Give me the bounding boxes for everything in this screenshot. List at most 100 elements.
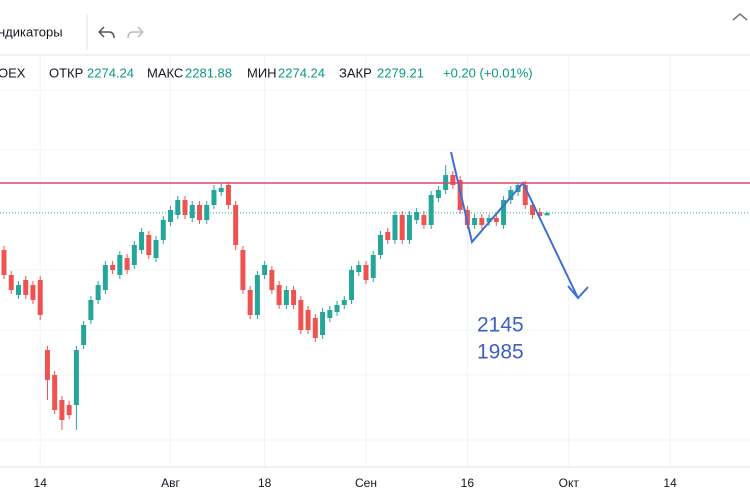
candle-body — [312, 318, 318, 338]
candle-body — [175, 200, 181, 215]
candle-body — [247, 290, 253, 315]
candle-body — [139, 232, 145, 250]
drawing — [450, 151, 589, 300]
candle-body — [15, 285, 21, 295]
candle-body — [363, 265, 369, 280]
ohlc-value: 2279.21 — [377, 65, 424, 80]
collapse-button[interactable] — [732, 13, 748, 21]
candle-body — [110, 265, 116, 270]
candle-body — [269, 270, 275, 290]
forecast-arrow — [450, 151, 579, 299]
ohlc-label: МИН — [247, 65, 277, 80]
ohlc-value: 2274.24 — [87, 65, 134, 80]
candle-body — [493, 218, 499, 222]
candle-body — [276, 285, 282, 305]
candle-body — [23, 280, 29, 295]
candle-body — [262, 265, 268, 275]
candle-body — [8, 275, 14, 290]
candle-body — [508, 190, 514, 200]
indicators-button[interactable]: ндикаторы — [0, 24, 63, 39]
candle-body — [414, 212, 420, 220]
x-tick-label: Авг — [161, 476, 180, 490]
candle-body — [406, 215, 412, 240]
candle-body — [1, 250, 7, 275]
candle-body — [254, 275, 260, 315]
ohlc-value: 2274.24 — [278, 65, 325, 80]
symbol: OEX — [0, 65, 26, 80]
annotation: 2145 — [477, 314, 524, 337]
candle-body — [211, 190, 217, 205]
candle-body — [349, 270, 355, 300]
candle-body — [428, 195, 434, 225]
ohlc-label: МАКС — [147, 65, 183, 80]
candle-body — [218, 188, 224, 192]
candle-body — [501, 200, 507, 225]
candle-body — [370, 255, 376, 278]
candle-body — [479, 218, 485, 225]
x-tick-label: Сен — [355, 476, 377, 490]
candle-body — [240, 250, 246, 290]
candle-body — [320, 312, 326, 335]
candle-body — [66, 405, 72, 415]
candle-body — [30, 285, 36, 300]
x-tick-label: 14 — [663, 476, 677, 490]
candle-body — [291, 290, 297, 305]
candle-body — [117, 255, 123, 275]
candle-body — [153, 240, 159, 258]
candle-body — [530, 205, 536, 215]
x-tick-label: 18 — [258, 476, 272, 490]
candle-body — [385, 232, 391, 240]
candle-body — [450, 175, 456, 185]
candle-body — [356, 265, 362, 272]
candle-body — [131, 245, 137, 265]
candle-body — [81, 325, 87, 345]
ohlc-label: ЗАКР — [339, 65, 372, 80]
candle-body — [334, 305, 340, 312]
redo-button[interactable] — [127, 26, 144, 39]
x-tick-label: Окт — [559, 476, 580, 490]
candle-body — [392, 215, 398, 240]
grid — [0, 56, 750, 467]
candle-body — [522, 185, 528, 205]
candle-body — [435, 190, 441, 198]
candle-body — [464, 210, 470, 225]
candle-body — [52, 375, 58, 410]
candle-body — [341, 300, 347, 305]
x-tick-label: 14 — [34, 476, 48, 490]
candle-body — [182, 200, 188, 215]
candle-body — [37, 280, 43, 315]
change: +0.20 (+0.01%) — [443, 65, 533, 80]
candle-body — [399, 215, 405, 240]
candle-body — [472, 218, 478, 225]
candle-body — [233, 205, 239, 245]
x-tick-label: 16 — [461, 476, 475, 490]
candle-body — [327, 310, 333, 318]
candle-body — [544, 212, 550, 216]
candle-body — [95, 285, 101, 300]
candle-body — [44, 350, 50, 380]
arrow-head — [567, 285, 589, 300]
candle-body — [377, 235, 383, 255]
candle-body — [73, 350, 79, 405]
candle-body — [305, 310, 311, 330]
candle-body — [168, 210, 174, 222]
candles — [1, 165, 550, 430]
candle-body — [421, 215, 427, 225]
ohlc-label: ОТКР — [49, 65, 83, 80]
candle-body — [88, 300, 94, 320]
undo-button[interactable] — [98, 26, 115, 39]
candle-body — [196, 205, 202, 220]
candle-body — [298, 300, 304, 330]
candle-body — [124, 258, 130, 270]
candle-body — [146, 235, 152, 255]
candle-body — [537, 212, 543, 216]
candle-body — [189, 205, 195, 218]
candle-body — [59, 400, 65, 420]
ohlc-value: 2281.88 — [185, 65, 232, 80]
candle-body — [486, 218, 492, 222]
candle-body — [102, 265, 108, 290]
candle-body — [204, 205, 210, 220]
candle-body — [283, 290, 289, 305]
